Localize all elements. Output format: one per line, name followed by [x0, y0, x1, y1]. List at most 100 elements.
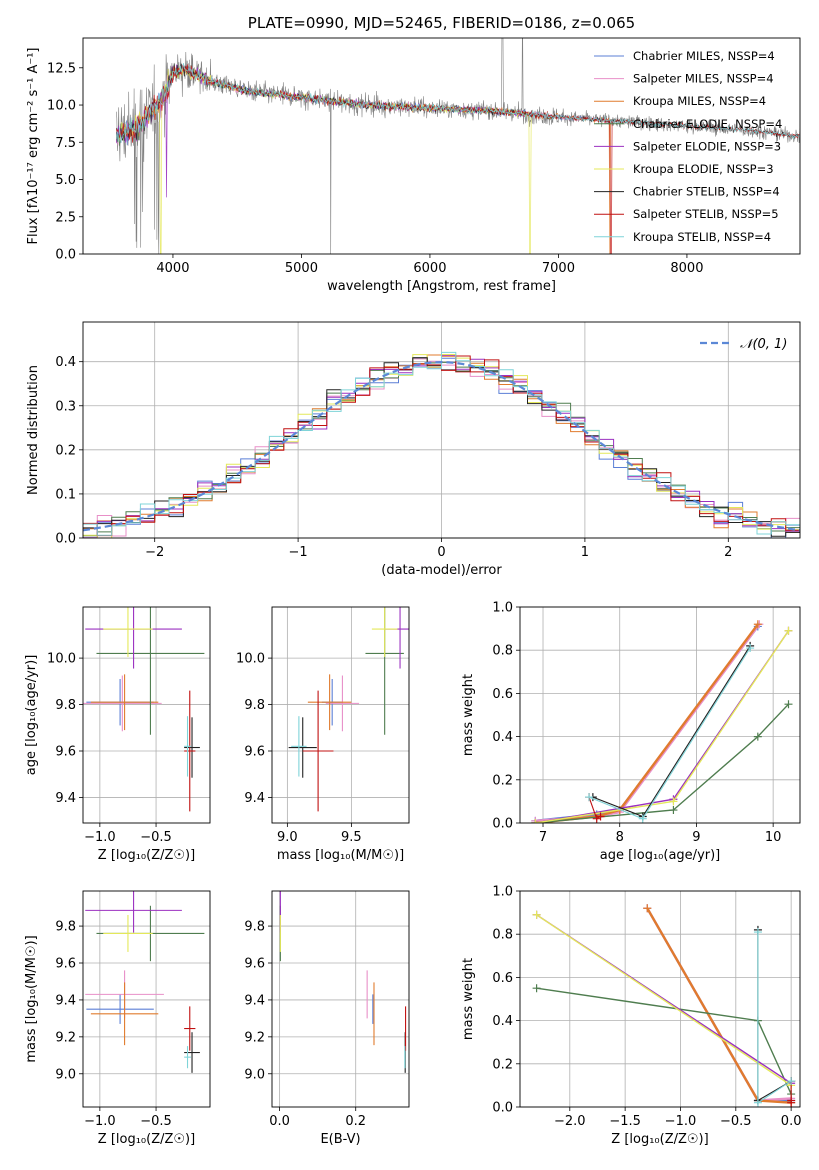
- x-tick-label: 0.2: [345, 1114, 366, 1129]
- errorbar-point-salpeter_stelib: [184, 1006, 196, 1051]
- y-tick-label: 0.1: [55, 487, 76, 502]
- y-axis-label: Flux [fλ10⁻¹⁷ erg cm⁻² s⁻¹ A⁻¹]: [26, 48, 41, 245]
- y-tick-label: 9.4: [244, 791, 265, 806]
- errorbar-point-kroupa_stelib: [184, 1046, 191, 1069]
- errorbar-point-kroupa_stelib: [184, 716, 191, 777]
- y-tick-label: 0.4: [492, 1014, 513, 1029]
- series-line: [757, 932, 792, 1104]
- series-chabrier_miles: [531, 622, 762, 823]
- errorbar-point-chabrier_elodie: [96, 607, 205, 735]
- weight-vs-age-panel: 7 8 9 10 0.0 0.2 0.4 0.6 0.8 1.0 age [log₁₀(age/yr…: [461, 601, 801, 863]
- y-axis-label: Normed distribution: [26, 365, 41, 495]
- series-line: [592, 645, 751, 818]
- y-tick-label: 0.6: [492, 971, 513, 986]
- y-tick-label: 0.2: [492, 773, 513, 788]
- x-axis-label: Z [log₁₀(Z/Z☉)]: [98, 1132, 195, 1147]
- x-tick-label: 4000: [156, 261, 189, 276]
- y-tick-label: 0.0: [55, 248, 76, 263]
- spectrum-panel: 4000 5000 6000 7000 8000 0.0 2.5 5.0 7.5 10.0 12.5…: [26, 14, 801, 294]
- legend-label-chabrier_miles: Chabrier MILES, NSSP=4: [633, 49, 775, 63]
- y-axis-label: mass [log₁₀(M/M☉)]: [24, 935, 39, 1062]
- x-tick-label: −1: [289, 545, 308, 560]
- axes-frame: [271, 890, 410, 1108]
- model-spectrum-kroupa_miles: [116, 64, 613, 254]
- y-axis-label: mass weight: [461, 958, 476, 1040]
- series-salpeter_elodie: [531, 626, 793, 823]
- legend: Chabrier MILES, NSSP=4 Salpeter MILES, NS…: [594, 49, 782, 244]
- y-tick-label: 10.0: [47, 99, 76, 114]
- x-tick-label: −2.0: [554, 1114, 586, 1129]
- model-spectrum-salpeter_stelib: [116, 64, 800, 254]
- x-tick-label: −0.5: [720, 1114, 752, 1129]
- series-marker: [669, 806, 678, 815]
- errorbar-point-chabrier_stelib: [184, 1032, 200, 1073]
- y-tick-label: 0.8: [492, 928, 513, 943]
- y-tick-label: 10.0: [236, 652, 265, 667]
- x-tick-label: −2: [145, 545, 164, 560]
- legend: 𝒩(0, 1): [700, 337, 787, 352]
- legend-label-kroupa_miles: Kroupa MILES, NSSP=4: [633, 94, 766, 108]
- series-line: [536, 914, 792, 1086]
- errorbar-point-salpeter_stelib: [184, 690, 196, 812]
- y-tick-label: 10.0: [47, 652, 76, 667]
- x-tick-label: 9: [692, 830, 700, 845]
- legend-label-kroupa_stelib: Kroupa STELIB, NSSP=4: [633, 230, 771, 244]
- x-tick-label: 5000: [285, 261, 318, 276]
- y-tick-label: 0.2: [55, 443, 76, 458]
- series-marker: [753, 732, 762, 741]
- series-marker: [784, 626, 793, 635]
- y-tick-label: 9.0: [244, 1067, 265, 1082]
- series-kroupa_stelib: [753, 928, 796, 1107]
- errorbar-point-chabrier_miles: [86, 994, 154, 1024]
- y-tick-label: 9.8: [244, 920, 265, 935]
- x-tick-label: 7000: [542, 261, 575, 276]
- y-tick-label: 9.0: [55, 1067, 76, 1082]
- x-tick-label: −1.0: [84, 830, 116, 845]
- y-tick-label: 9.6: [244, 957, 265, 972]
- y-tick-label: 12.5: [47, 61, 76, 76]
- model-spectrum-salpeter_elodie: [116, 64, 533, 198]
- y-tick-label: 9.4: [55, 791, 76, 806]
- errorbar-point-salpeter_stelib: [302, 690, 334, 812]
- x-tick-label: 0.0: [781, 1114, 802, 1129]
- axes-frame: [82, 890, 211, 1108]
- errorbar-point-salpeter_miles: [83, 675, 162, 732]
- series-salpeter_miles: [531, 620, 764, 823]
- model-spectrum-kroupa_elodie: [116, 66, 533, 254]
- series-line: [535, 630, 790, 823]
- histogram-kroupa_stelib: [83, 351, 800, 536]
- y-tick-label: 0.4: [492, 730, 513, 745]
- x-axis-label: Z [log₁₀(Z/Z☉)]: [98, 848, 195, 863]
- x-tick-label: −1.0: [84, 1114, 116, 1129]
- errorbar-point-kroupa_miles: [90, 674, 159, 731]
- x-axis-label: age [log₁₀(age/yr)]: [600, 848, 721, 863]
- axes-frame: [519, 890, 801, 1108]
- legend-label-chabrier_stelib: Chabrier STELIB, NSSP=4: [633, 185, 780, 199]
- y-tick-label: 0.0: [55, 532, 76, 547]
- y-tick-label: 0.0: [492, 817, 513, 832]
- series-line: [536, 987, 792, 1095]
- axes-frame: [271, 606, 410, 824]
- errorbar-point-kroupa_elodie: [371, 607, 398, 657]
- series-line: [535, 630, 790, 823]
- series-marker: [643, 904, 652, 913]
- series-marker: [753, 1098, 762, 1107]
- x-tick-label: 9.5: [341, 830, 362, 845]
- y-axis-label: age [log₁₀(age/yr)]: [24, 655, 39, 776]
- x-axis-label: Z [log₁₀(Z/Z☉)]: [611, 1132, 708, 1147]
- series-kroupa_miles: [531, 620, 762, 823]
- residuals-panel: −2 −1 0 1 2 0.0 0.1 0.2 0.3 0.4 (data-model)/error…: [26, 321, 801, 578]
- x-tick-label: −1.0: [665, 1114, 697, 1129]
- chart-title: PLATE=0990, MJD=52465, FIBERID=0186, z=0…: [248, 14, 635, 32]
- y-tick-label: 9.4: [55, 993, 76, 1008]
- y-tick-label: 9.8: [55, 698, 76, 713]
- series-marker: [784, 700, 793, 709]
- age-vs-mass-panel: 9.0 9.5 9.4 9.6 9.8 10.0 mass [log₁₀(M/M☉)]: [236, 606, 410, 863]
- series-line: [535, 703, 790, 823]
- series-kroupa_elodie: [531, 626, 793, 823]
- errorbar-point-kroupa_miles: [307, 674, 352, 731]
- legend-label-salpeter_elodie: Salpeter ELODIE, NSSP=3: [633, 139, 781, 153]
- y-tick-label: 5.0: [55, 173, 76, 188]
- axes-frame: [82, 37, 801, 255]
